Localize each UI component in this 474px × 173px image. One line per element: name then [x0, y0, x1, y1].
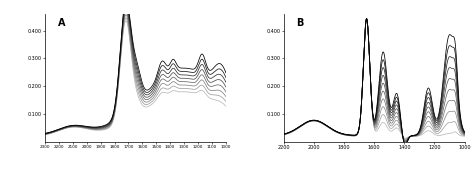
Text: B: B	[296, 18, 304, 28]
Text: A: A	[58, 18, 65, 28]
